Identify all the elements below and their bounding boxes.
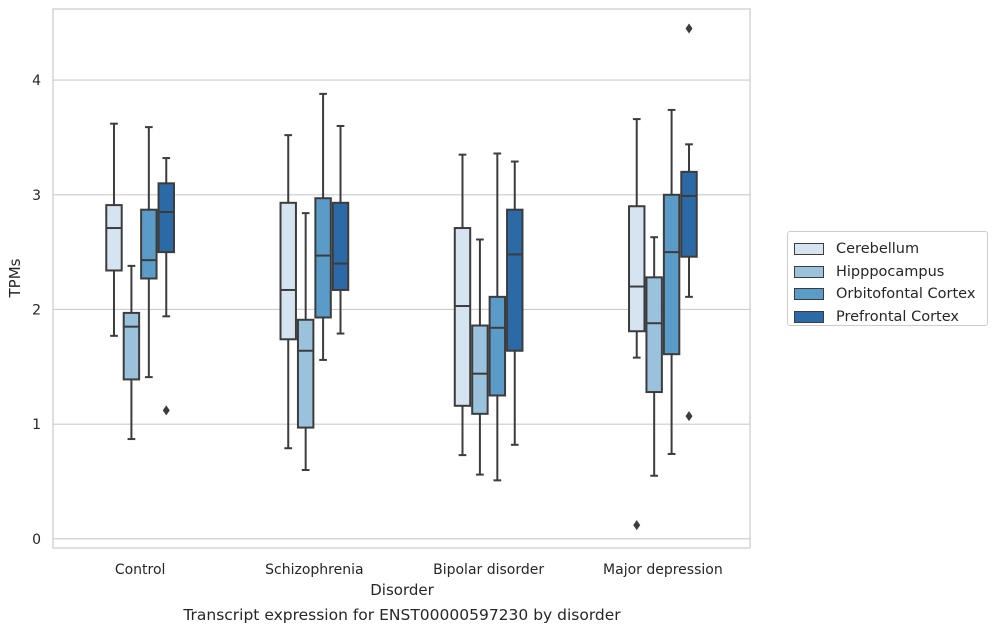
outlier-point	[685, 411, 693, 422]
box	[122, 264, 141, 441]
box-body	[157, 182, 175, 254]
legend-label: Hipppocampus	[836, 263, 945, 280]
plot-frame	[52, 8, 751, 549]
x-axis-ticks: Control Schizophrenia Bipolar disorder Majo…	[115, 562, 723, 578]
legend-item-cerebellum: Cerebellum	[794, 238, 987, 261]
y-tick-label: 2	[32, 302, 41, 318]
y-tick-label: 1	[32, 417, 41, 433]
x-axis-label: Disorder	[370, 581, 434, 599]
outlier-point	[633, 520, 641, 531]
chart-caption: Transcript expression for ENST0000059723…	[183, 606, 621, 624]
box	[680, 23, 698, 422]
box	[453, 153, 472, 457]
box	[314, 92, 332, 361]
outlier-point	[162, 405, 170, 416]
x-tick-label: Schizophrenia	[265, 562, 363, 578]
box	[140, 126, 158, 379]
outlier-point	[685, 23, 693, 34]
legend-item-orbitofrontal-cortex: Orbitofontal Cortex	[794, 283, 987, 306]
box-body	[105, 204, 123, 272]
y-tick-label: 0	[32, 532, 41, 548]
box-body	[680, 170, 698, 258]
legend: Cerebellum Hipppocampus Orbitofontal Cor…	[787, 231, 988, 326]
y-tick-label: 4	[32, 73, 41, 89]
box-body	[140, 208, 158, 280]
box	[471, 238, 489, 476]
box	[296, 212, 315, 472]
box-body	[628, 205, 646, 333]
legend-item-hippocampus: Hipppocampus	[794, 261, 987, 284]
x-tick-label: Control	[115, 562, 166, 578]
y-tick-label: 3	[32, 188, 41, 204]
box-body	[331, 201, 350, 291]
box	[488, 152, 507, 482]
y-axis-ticks: 0 1 2 3 4	[32, 73, 41, 548]
box	[105, 122, 123, 337]
box-body	[662, 193, 681, 356]
legend-swatch	[794, 288, 824, 301]
box-body	[453, 227, 472, 407]
box-body	[506, 208, 524, 352]
box	[506, 160, 524, 446]
legend-swatch	[794, 265, 824, 278]
legend-label: Prefrontal Cortex	[836, 308, 959, 325]
legend-label: Orbitofontal Cortex	[836, 286, 976, 303]
box-groups	[105, 23, 698, 531]
legend-label: Cerebellum	[836, 241, 920, 258]
legend-swatch	[794, 243, 824, 256]
box-body	[296, 318, 315, 429]
box-body	[314, 197, 332, 319]
box-body	[471, 324, 489, 415]
box	[628, 118, 646, 531]
box	[279, 134, 297, 450]
box-body	[645, 276, 663, 394]
legend-item-prefrontal-cortex: Prefrontal Cortex	[794, 306, 987, 329]
box-body	[122, 311, 141, 381]
x-tick-label: Bipolar disorder	[433, 562, 544, 578]
box	[662, 108, 681, 455]
box-body	[279, 201, 297, 341]
box	[645, 236, 663, 477]
box	[157, 157, 175, 416]
legend-swatch	[794, 310, 824, 323]
y-axis-label: TPMs	[6, 258, 24, 298]
x-tick-label: Major depression	[603, 562, 723, 578]
box	[331, 124, 350, 335]
box-body	[488, 295, 507, 397]
